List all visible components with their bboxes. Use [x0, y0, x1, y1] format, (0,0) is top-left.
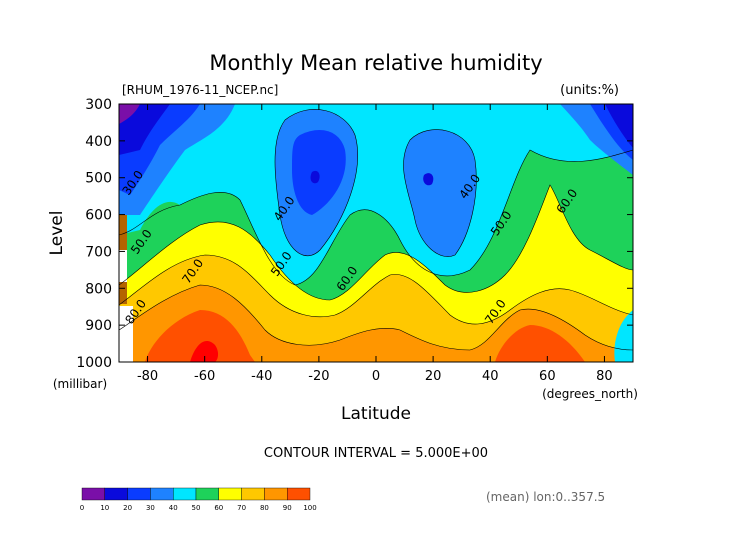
band-20-30-dot-b [423, 173, 434, 186]
missing-strip-a [119, 215, 127, 250]
missing-strip-c [119, 250, 127, 282]
band-20-30-cell-a [292, 130, 346, 215]
y-tick-label: 400 [85, 134, 112, 150]
colorbar-segment [195, 487, 219, 501]
y-tick-label: 900 [85, 318, 112, 334]
colorbar-label: 30 [146, 504, 155, 512]
colorbar-segment [104, 487, 128, 501]
colorbar-label: 80 [260, 504, 269, 512]
colorbar-label: 20 [123, 504, 132, 512]
units-label: (units:%) [560, 83, 619, 98]
band-10-20-right [605, 104, 633, 148]
x-tick-label: -40 [251, 369, 272, 384]
band-30-40-cell-b [403, 129, 477, 257]
x-tick-label: -60 [194, 369, 215, 384]
x-tick-label: 40 [482, 369, 499, 384]
colorbar-label: 100 [303, 504, 316, 512]
colorbar-label: 0 [80, 504, 84, 512]
file-label: [RHUM_1976-11_NCEP.nc] [122, 83, 278, 97]
colorbar-segment [81, 487, 105, 501]
colorbar-label: 60 [214, 504, 223, 512]
colorbar-label: 90 [283, 504, 292, 512]
contour-lines [119, 109, 633, 351]
band-90-100 [145, 310, 255, 362]
colorbar-label: 70 [237, 504, 246, 512]
band-100-dot [190, 341, 219, 362]
y-axis-title: Level [47, 211, 67, 256]
y-tick-label: 800 [85, 281, 112, 297]
band-80-90 [119, 285, 633, 362]
y-axis-unit: (millibar) [53, 377, 107, 391]
band-10-20-dot-a [310, 170, 320, 184]
colorbar-label: 10 [100, 504, 109, 512]
colorbar-segment [218, 487, 242, 501]
x-tick-label: 80 [596, 369, 613, 384]
y-tick-label: 500 [85, 171, 112, 187]
colorbar-segment [172, 487, 197, 501]
missing-strip-b [119, 282, 127, 304]
y-tick-label: 700 [85, 244, 112, 260]
colorbar-label: 40 [169, 504, 178, 512]
y-tick-label: 600 [85, 208, 112, 224]
x-tick-label: -80 [137, 369, 158, 384]
band-0-10-left [119, 104, 140, 124]
colorbar-segment [264, 487, 288, 501]
colorbar-segment [127, 487, 151, 501]
colorbar-label: 50 [192, 504, 201, 512]
x-axis: -80 -60 -40 -20 0 20 40 60 80 [137, 104, 613, 384]
x-tick-label: 0 [372, 369, 380, 384]
missing-strip-d [119, 306, 133, 362]
footer-mean-label: (mean) lon:0..357.5 [486, 490, 605, 504]
colorbar: 0 10 20 30 40 50 60 70 80 90 100 [80, 487, 317, 512]
x-axis-title: Latitude [341, 404, 411, 424]
colorbar-segment [241, 487, 265, 501]
plot-area [119, 104, 633, 362]
y-tick-label: 1000 [76, 355, 112, 371]
colorbar-segment [150, 487, 174, 501]
x-tick-label: 20 [425, 369, 442, 384]
y-tick-label: 300 [85, 97, 112, 113]
x-tick-label: 60 [539, 369, 556, 384]
x-tick-label: -20 [308, 369, 329, 384]
band-90-100-right [495, 325, 585, 362]
chart-title: Monthly Mean relative humidity [209, 51, 542, 75]
x-axis-unit: (degrees_north) [542, 387, 638, 401]
y-axis: 300 400 500 600 700 800 900 1000 [76, 97, 633, 371]
contour-interval-label: CONTOUR INTERVAL = 5.000E+00 [264, 446, 488, 461]
band-40-50 [119, 104, 633, 285]
colorbar-segment [287, 487, 311, 501]
band-10-20-left [119, 104, 170, 155]
